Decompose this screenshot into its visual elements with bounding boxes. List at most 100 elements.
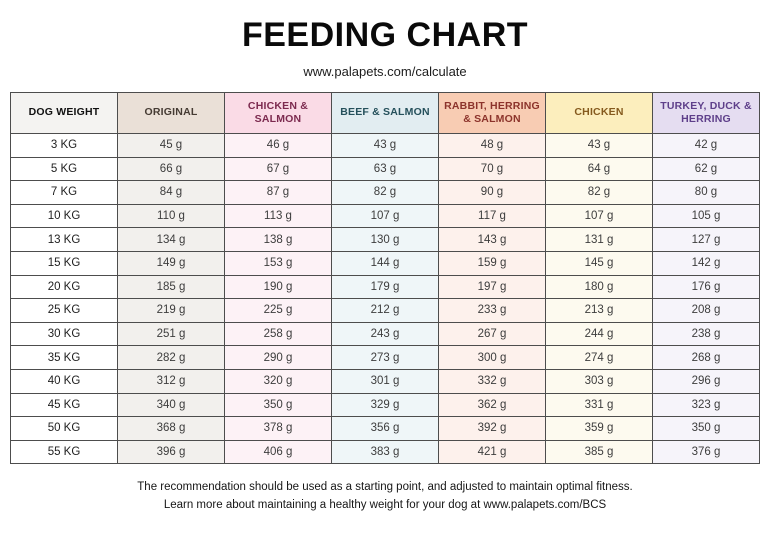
footer-line-2: Learn more about maintaining a healthy w…: [163, 499, 607, 512]
amount-cell-original: 282 g: [117, 345, 225, 370]
amount-cell-beef-salmon: 212 g: [331, 298, 439, 323]
amount-cell-chicken-salmon: 153 g: [224, 250, 332, 276]
table-row: 45 KG 340 g 350 g 329 g 362 g 331 g 323 g: [10, 392, 760, 418]
amount-cell-turkey-duck-herring: 268 g: [652, 345, 760, 370]
amount-cell-chicken: 331 g: [545, 392, 653, 418]
amount-cell-chicken: 385 g: [545, 439, 653, 465]
amount-cell-turkey-duck-herring: 208 g: [652, 298, 760, 323]
weight-cell: 13 KG: [10, 227, 118, 252]
weight-cell: 50 KG: [10, 416, 118, 441]
column-header-original: ORIGINAL: [117, 92, 225, 134]
amount-cell-chicken: 244 g: [545, 321, 653, 347]
table-row: 40 KG 312 g 320 g 301 g 332 g 303 g 296 g: [10, 368, 760, 394]
weight-cell: 20 KG: [10, 274, 118, 300]
amount-cell-chicken-salmon: 87 g: [224, 180, 332, 205]
weight-cell: 45 KG: [10, 392, 118, 418]
amount-cell-original: 134 g: [117, 227, 225, 252]
amount-cell-beef-salmon: 383 g: [331, 439, 439, 465]
amount-cell-beef-salmon: 144 g: [331, 250, 439, 276]
amount-cell-chicken-salmon: 378 g: [224, 416, 332, 441]
weight-cell: 40 KG: [10, 368, 118, 394]
amount-cell-turkey-duck-herring: 176 g: [652, 274, 760, 300]
amount-cell-beef-salmon: 273 g: [331, 345, 439, 370]
amount-cell-original: 368 g: [117, 416, 225, 441]
amount-cell-original: 84 g: [117, 180, 225, 205]
column-header-dog-weight: DOG WEIGHT: [10, 92, 118, 134]
amount-cell-original: 149 g: [117, 250, 225, 276]
amount-cell-beef-salmon: 243 g: [331, 321, 439, 347]
table-row: 13 KG 134 g 138 g 130 g 143 g 131 g 127 g: [10, 227, 760, 252]
amount-cell-chicken: 274 g: [545, 345, 653, 370]
amount-cell-rabbit-herring-salmon: 233 g: [438, 298, 546, 323]
table-row: 10 KG 110 g 113 g 107 g 117 g 107 g 105 g: [10, 203, 760, 229]
amount-cell-chicken-salmon: 138 g: [224, 227, 332, 252]
amount-cell-original: 312 g: [117, 368, 225, 394]
weight-cell: 25 KG: [10, 298, 118, 323]
amount-cell-original: 251 g: [117, 321, 225, 347]
amount-cell-chicken-salmon: 258 g: [224, 321, 332, 347]
amount-cell-turkey-duck-herring: 350 g: [652, 416, 760, 441]
amount-cell-chicken: 43 g: [545, 133, 653, 158]
amount-cell-beef-salmon: 301 g: [331, 368, 439, 394]
column-header-chicken: CHICKEN: [545, 92, 653, 134]
weight-cell: 7 KG: [10, 180, 118, 205]
amount-cell-chicken-salmon: 290 g: [224, 345, 332, 370]
amount-cell-original: 66 g: [117, 156, 225, 182]
header-row: DOG WEIGHT ORIGINAL CHICKEN & SALMON BEEF &…: [10, 92, 760, 134]
amount-cell-turkey-duck-herring: 296 g: [652, 368, 760, 394]
amount-cell-rabbit-herring-salmon: 392 g: [438, 416, 546, 441]
feeding-table: DOG WEIGHT ORIGINAL CHICKEN & SALMON BEEF &…: [10, 92, 760, 465]
amount-cell-chicken: 303 g: [545, 368, 653, 394]
amount-cell-rabbit-herring-salmon: 143 g: [438, 227, 546, 252]
footer-note: The recommendation should be used as a s…: [0, 479, 770, 515]
amount-cell-chicken: 64 g: [545, 156, 653, 182]
amount-cell-chicken-salmon: 350 g: [224, 392, 332, 418]
amount-cell-turkey-duck-herring: 238 g: [652, 321, 760, 347]
amount-cell-turkey-duck-herring: 80 g: [652, 180, 760, 205]
column-header-chicken-salmon: CHICKEN & SALMON: [224, 92, 332, 134]
amount-cell-chicken: 213 g: [545, 298, 653, 323]
weight-cell: 3 KG: [10, 133, 118, 158]
amount-cell-rabbit-herring-salmon: 90 g: [438, 180, 546, 205]
table-row: 50 KG 368 g 378 g 356 g 392 g 359 g 350 g: [10, 416, 760, 441]
amount-cell-chicken-salmon: 46 g: [224, 133, 332, 158]
table-row: 55 KG 396 g 406 g 383 g 421 g 385 g 376 g: [10, 439, 760, 465]
amount-cell-rabbit-herring-salmon: 48 g: [438, 133, 546, 158]
amount-cell-original: 45 g: [117, 133, 225, 158]
amount-cell-beef-salmon: 356 g: [331, 416, 439, 441]
weight-cell: 15 KG: [10, 250, 118, 276]
table-row: 30 KG 251 g 258 g 243 g 267 g 244 g 238 g: [10, 321, 760, 347]
amount-cell-original: 340 g: [117, 392, 225, 418]
weight-cell: 30 KG: [10, 321, 118, 347]
amount-cell-rabbit-herring-salmon: 421 g: [438, 439, 546, 465]
amount-cell-chicken-salmon: 67 g: [224, 156, 332, 182]
column-header-beef-salmon: BEEF & SALMON: [331, 92, 439, 134]
table-row: 25 KG 219 g 225 g 212 g 233 g 213 g 208 g: [10, 298, 760, 323]
amount-cell-original: 219 g: [117, 298, 225, 323]
amount-cell-rabbit-herring-salmon: 197 g: [438, 274, 546, 300]
amount-cell-chicken: 145 g: [545, 250, 653, 276]
amount-cell-turkey-duck-herring: 127 g: [652, 227, 760, 252]
page-title: FEEDING CHART: [241, 16, 529, 54]
amount-cell-rabbit-herring-salmon: 117 g: [438, 203, 546, 229]
amount-cell-chicken-salmon: 190 g: [224, 274, 332, 300]
amount-cell-original: 396 g: [117, 439, 225, 465]
table-row: 7 KG 84 g 87 g 82 g 90 g 82 g 80 g: [10, 180, 760, 205]
table-row: 3 KG 45 g 46 g 43 g 48 g 43 g 42 g: [10, 133, 760, 158]
column-header-turkey-duck-herring: TURKEY, DUCK & HERRING: [652, 92, 760, 134]
weight-cell: 5 KG: [10, 156, 118, 182]
amount-cell-chicken-salmon: 113 g: [224, 203, 332, 229]
amount-cell-chicken: 82 g: [545, 180, 653, 205]
amount-cell-rabbit-herring-salmon: 332 g: [438, 368, 546, 394]
column-header-rabbit-herring-salmon: RABBIT, HERRING & SALMON: [438, 92, 546, 134]
amount-cell-beef-salmon: 107 g: [331, 203, 439, 229]
weight-cell: 10 KG: [10, 203, 118, 229]
footer-line-1: The recommendation should be used as a s…: [137, 481, 633, 494]
amount-cell-turkey-duck-herring: 105 g: [652, 203, 760, 229]
amount-cell-beef-salmon: 43 g: [331, 133, 439, 158]
amount-cell-beef-salmon: 130 g: [331, 227, 439, 252]
calculator-url: www.palapets.com/calculate: [303, 64, 467, 79]
amount-cell-rabbit-herring-salmon: 362 g: [438, 392, 546, 418]
amount-cell-chicken-salmon: 225 g: [224, 298, 332, 323]
